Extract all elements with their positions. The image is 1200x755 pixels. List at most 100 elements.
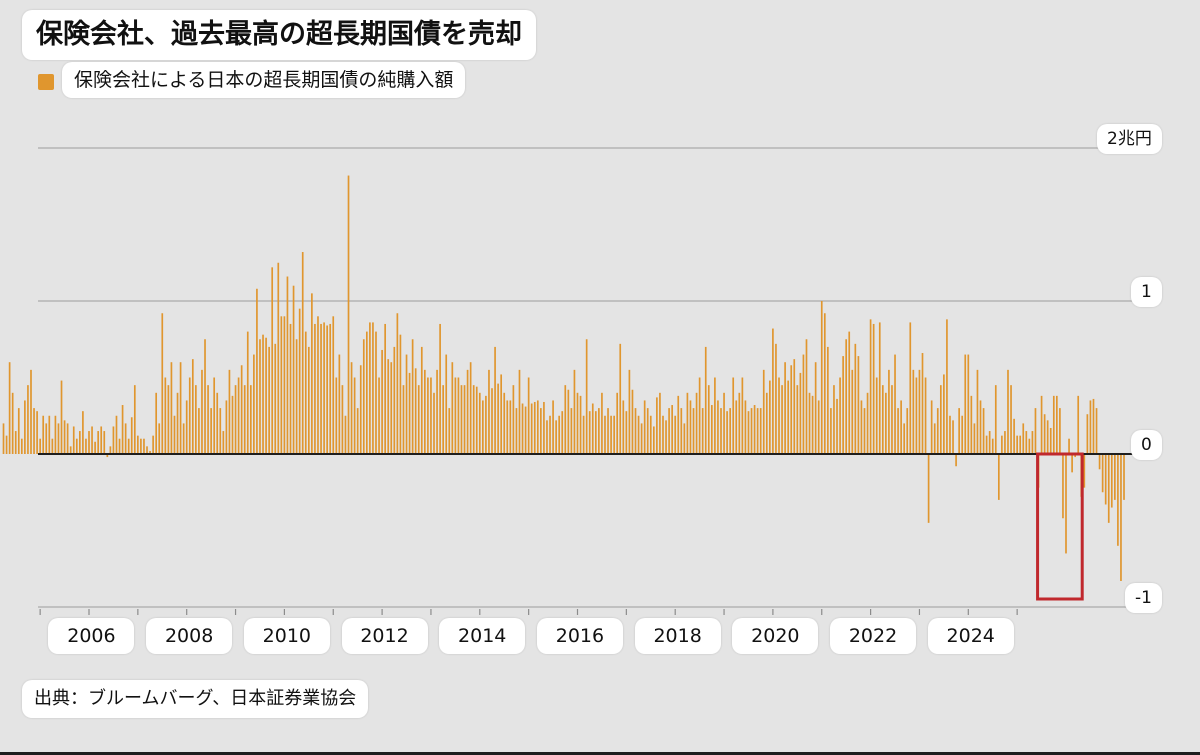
bar [912, 369, 915, 454]
bar [149, 450, 151, 454]
bar [393, 346, 396, 454]
bar [204, 339, 206, 454]
bar [805, 339, 808, 454]
bar [216, 392, 219, 454]
bar [155, 392, 158, 454]
bar [943, 374, 945, 454]
bar [256, 288, 258, 454]
bar [304, 331, 307, 454]
bar [262, 334, 264, 454]
bar [112, 426, 115, 454]
bar [967, 354, 970, 454]
bar [82, 411, 84, 454]
bar [295, 339, 298, 454]
bar [161, 313, 164, 454]
bar [1004, 431, 1006, 454]
bar [286, 276, 289, 454]
bar [36, 411, 38, 454]
bar [307, 346, 310, 454]
bar [1101, 454, 1104, 493]
bar [1083, 454, 1086, 488]
bar [249, 385, 252, 454]
bar [1086, 414, 1089, 454]
bar [652, 426, 655, 454]
x-tick-label: 2016 [536, 618, 623, 654]
bar [781, 385, 783, 454]
bar [567, 389, 570, 454]
bar [414, 368, 417, 454]
x-tick-label: 2024 [927, 618, 1014, 654]
bar [1016, 435, 1018, 454]
bar [311, 293, 313, 454]
bar [1059, 408, 1061, 454]
bar [1019, 435, 1022, 454]
bar [198, 408, 200, 454]
bar [796, 385, 799, 454]
bar [39, 438, 41, 454]
bar [888, 369, 890, 454]
bar [350, 362, 353, 454]
bar [799, 372, 802, 454]
bar [656, 397, 658, 454]
bar [27, 385, 29, 454]
bottom-rule [0, 752, 1200, 755]
bar [1056, 395, 1058, 454]
bar [643, 400, 646, 454]
bar [543, 401, 545, 454]
bar [830, 408, 832, 454]
bar [195, 385, 197, 454]
bar [320, 323, 322, 454]
bar [210, 408, 212, 454]
bar [1043, 414, 1046, 454]
bar [546, 420, 548, 454]
bar [759, 408, 762, 454]
bar [558, 415, 561, 454]
bar [411, 339, 414, 454]
bar [686, 392, 689, 454]
bar [982, 408, 985, 454]
bar [570, 408, 573, 454]
bar [497, 383, 499, 454]
bar [72, 426, 75, 454]
bar [906, 408, 909, 454]
bar [57, 423, 60, 454]
bar [463, 385, 466, 454]
bar [622, 400, 625, 454]
bar [665, 420, 667, 454]
bar [741, 377, 744, 454]
bar [659, 392, 661, 454]
bar [494, 346, 496, 454]
bar [613, 415, 615, 454]
bar [1117, 454, 1119, 546]
bar [726, 411, 728, 454]
bar [692, 408, 695, 454]
bar [472, 385, 475, 454]
bar [106, 454, 109, 458]
bar [872, 323, 875, 454]
bar [1104, 454, 1107, 505]
bar [533, 401, 536, 454]
bar [823, 313, 826, 454]
bar [17, 408, 20, 454]
bar [103, 431, 106, 454]
bar [976, 369, 979, 454]
bar [430, 377, 432, 454]
x-tick-label: 2010 [243, 618, 330, 654]
bar [228, 369, 231, 454]
bar [259, 339, 261, 454]
bar [573, 369, 576, 454]
bar [817, 400, 820, 454]
bar [1074, 454, 1076, 458]
bar [268, 346, 270, 454]
bar [115, 415, 118, 454]
bar [607, 408, 609, 454]
x-tick-label: 2006 [48, 618, 135, 654]
bar [353, 377, 356, 454]
bar [717, 400, 719, 454]
bar [100, 426, 103, 454]
bar [988, 431, 991, 454]
bar [79, 431, 81, 454]
bar [1034, 408, 1037, 454]
bar [121, 405, 124, 454]
bar [598, 408, 600, 454]
